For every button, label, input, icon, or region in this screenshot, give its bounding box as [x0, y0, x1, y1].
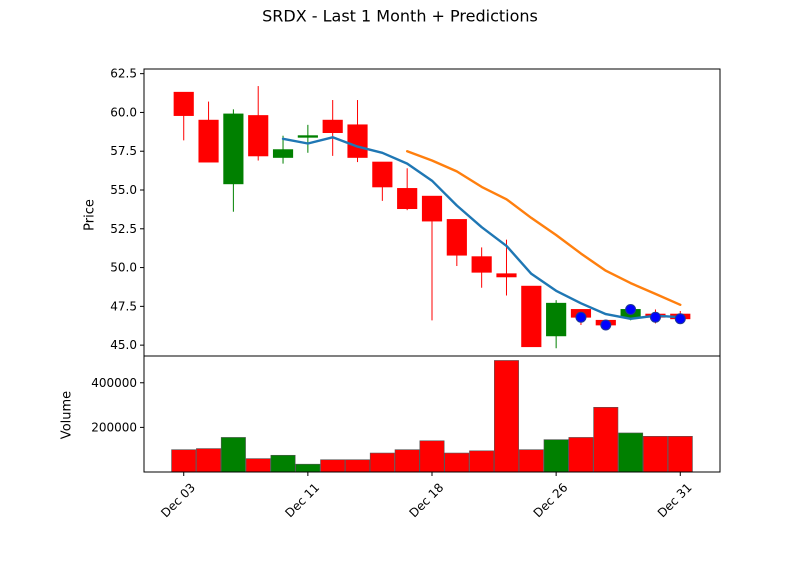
volume-bar	[642, 436, 668, 473]
volume-bar	[667, 436, 693, 473]
volume-bar	[593, 407, 619, 473]
candle-body	[372, 161, 393, 188]
price-panel: 45.0 47.5 50.0 52.5 55.0 57.5 60.0 62.5 Price	[83, 67, 721, 357]
moving-average-lines	[281, 136, 682, 320]
candle-body	[521, 285, 542, 348]
candle-body	[421, 195, 443, 222]
candle-body	[198, 119, 219, 163]
candle-body	[446, 219, 467, 256]
volume-bars	[171, 360, 693, 473]
volume-y-tick-label: 400000	[91, 376, 137, 390]
candle-body	[173, 91, 194, 116]
price-y-tick-label: 52.5	[110, 222, 137, 236]
candle-body	[297, 135, 318, 138]
prediction-point	[674, 313, 686, 325]
candle-body	[347, 124, 368, 158]
price-y-tick-label: 60.0	[110, 105, 137, 119]
volume-bar	[320, 459, 346, 473]
volume-bar	[419, 440, 445, 473]
price-y-tick-label: 50.0	[110, 261, 137, 275]
prediction-point	[625, 303, 637, 315]
volume-bar	[369, 452, 395, 473]
candle-body	[397, 188, 418, 210]
moving-average-line-1	[281, 136, 682, 320]
volume-bar	[220, 437, 246, 473]
volume-bar	[469, 450, 495, 473]
prediction-point	[600, 319, 612, 331]
price-y-tick-label: 55.0	[110, 183, 137, 197]
volume-y-label: Volume	[60, 391, 75, 439]
volume-bar	[543, 439, 569, 473]
chart-title: SRDX - Last 1 Month + Predictions	[262, 7, 538, 26]
candle-body	[322, 119, 343, 134]
price-y-tick-label: 57.5	[110, 144, 137, 158]
candle-body	[496, 273, 517, 278]
price-y-axis: 45.0 47.5 50.0 52.5 55.0 57.5 60.0 62.5	[110, 67, 144, 352]
moving-average-line-2	[406, 149, 682, 306]
prediction-point	[575, 311, 587, 323]
volume-bar	[494, 360, 519, 473]
volume-bar	[171, 449, 197, 473]
candle-body	[248, 115, 269, 157]
price-y-label: Price	[83, 199, 98, 231]
volume-bar	[568, 437, 594, 473]
volume-bar	[245, 458, 271, 473]
price-candles	[173, 86, 691, 349]
volume-y-tick-label: 200000	[91, 420, 137, 434]
volume-bar	[196, 448, 222, 473]
candle-body	[546, 302, 567, 337]
volume-bar	[295, 463, 321, 473]
volume-bar	[394, 449, 420, 473]
volume-panel: 200000 400000 Volume	[60, 355, 721, 473]
volume-bar	[518, 449, 544, 473]
price-y-tick-label: 62.5	[110, 67, 137, 81]
price-y-tick-label: 45.0	[110, 338, 137, 352]
volume-bar	[345, 459, 370, 473]
prediction-point	[649, 311, 661, 323]
candle-body	[223, 113, 244, 185]
volume-bar	[618, 432, 644, 473]
volume-bar	[270, 454, 296, 473]
volume-y-axis: 200000 400000	[91, 376, 144, 434]
prediction-markers	[575, 303, 686, 331]
candle-body	[272, 149, 294, 158]
candle-body	[471, 256, 492, 273]
price-y-tick-label: 47.5	[110, 299, 137, 313]
volume-bar	[444, 452, 470, 473]
